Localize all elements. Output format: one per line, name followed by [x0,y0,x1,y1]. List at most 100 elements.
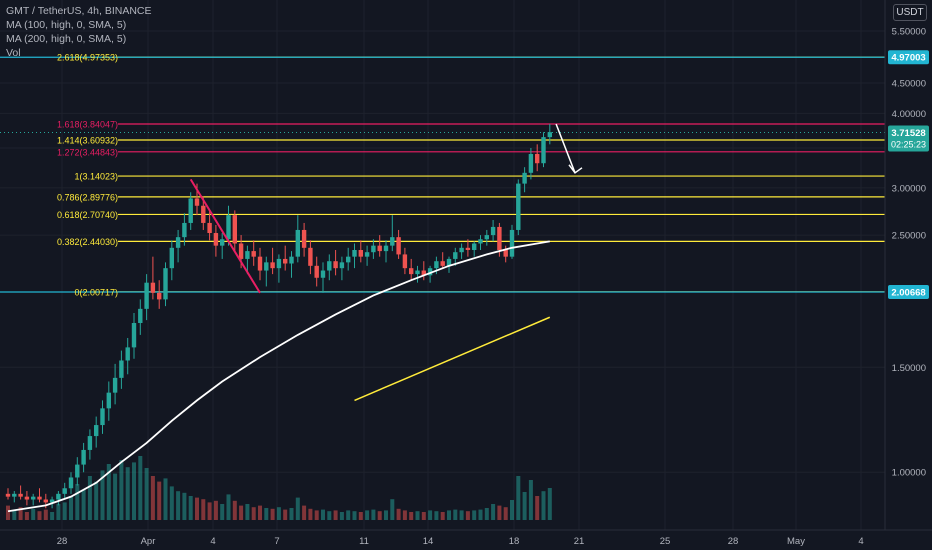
fib-level-label: 0(2.00717) [74,287,118,297]
volume-bar [31,508,36,520]
candle-body [43,499,48,503]
candle-body [446,258,452,266]
candle-body [175,237,181,248]
volume-bar [201,499,206,520]
candle-body [138,308,143,324]
volume-bar [321,509,325,520]
candle-body [264,262,269,271]
ma-100-legend[interactable]: MA (100, high, 0, SMA, 5) [6,19,127,31]
candle-body [112,377,118,393]
volume-bar [144,468,149,520]
price-tick-label: 2.50000 [892,231,926,242]
volume-bar [314,510,319,520]
price-tick-label: 5.50000 [892,27,926,38]
candle-body [497,226,502,250]
candle-body [358,249,363,257]
volume-bar [516,476,521,520]
volume-bar [440,512,445,520]
volume-bar [94,481,99,520]
fib-level-label: 0.382(2.44030) [57,237,118,247]
volume-bar [528,480,533,520]
candle-body [421,270,426,276]
volume-bar [182,492,187,520]
fib-level-label: 1.414(3.60932) [57,136,118,146]
volume-bar [491,504,496,520]
volume-bar [484,508,489,520]
candle-body [522,172,527,184]
candle-body [24,496,30,500]
price-tag-lower-bg [888,284,929,299]
volume-bar [283,509,288,520]
candle-body [396,237,401,255]
volume-bar [465,511,470,520]
time-tick-label: 4 [210,536,215,547]
chart-legend: GMT / TetherUS, 4h, BINANCE MA (100, hig… [6,4,152,60]
candle-body [68,477,74,489]
candle-body [516,183,521,230]
candle-body [163,268,168,300]
volume-bar [384,510,388,520]
time-axis [0,530,932,550]
candle-body [81,449,86,465]
candle-body [106,392,111,409]
volume-bar [239,505,244,520]
time-tick-label: 25 [660,536,671,547]
candle-body [276,258,282,269]
candle-body [169,247,174,269]
volume-bar [365,510,370,520]
volume-series [6,456,552,520]
volume-bar [346,510,351,520]
volume-bar [125,467,130,520]
price-tick-label: 4.00000 [892,109,926,120]
candle-body [547,132,552,138]
ma-200-legend[interactable]: MA (200, high, 0, SMA, 5) [6,33,127,45]
volume-bar [358,512,363,520]
time-tick-label: 7 [274,536,279,547]
currency-button[interactable]: USDT [893,4,927,21]
candle-body [339,262,345,269]
candle-body [188,198,193,223]
candle-body [472,243,477,250]
price-tag-upper: 4.97003 [891,53,925,64]
price-axis [885,0,932,550]
volume-bar [226,494,231,520]
volume-bar [56,504,61,520]
volume-bar [150,476,155,520]
volume-bar [62,502,67,520]
time-tick-label: 18 [509,536,520,547]
candle-body [270,262,275,269]
volume-bar [119,460,124,520]
volume-legend[interactable]: Vol [6,47,21,59]
candle-body [49,499,55,503]
volume-bar [409,512,414,520]
candle-body [144,282,149,309]
candle-body [87,436,93,450]
candle-body [327,261,332,271]
volume-bar [132,462,136,520]
candle-body [220,239,225,246]
volume-bar [377,511,382,520]
volume-bar [87,476,92,520]
symbol-title[interactable]: GMT / TetherUS, 4h, BINANCE [6,5,152,17]
time-tick-label: 11 [359,536,369,547]
candle-body [409,268,414,275]
volume-bar [339,512,344,520]
volume-bar [207,502,212,520]
price-tick-label: 1.00000 [892,468,926,479]
candle-body [100,408,105,426]
candle-body [226,215,231,240]
candle-body [62,488,67,494]
volume-bar [50,512,55,520]
volume-bar [213,500,218,520]
fib-level-label: 1.618(3.84047) [57,119,118,129]
fib-level-label: 0.786(2.89776) [57,192,118,202]
candle-body [308,247,313,266]
candle-body [150,282,156,293]
volume-bar [503,507,508,520]
candle-body [12,493,17,497]
volume-bar [188,496,193,520]
candle-body [465,247,471,250]
candle-body [157,292,162,300]
candle-body [314,265,319,278]
